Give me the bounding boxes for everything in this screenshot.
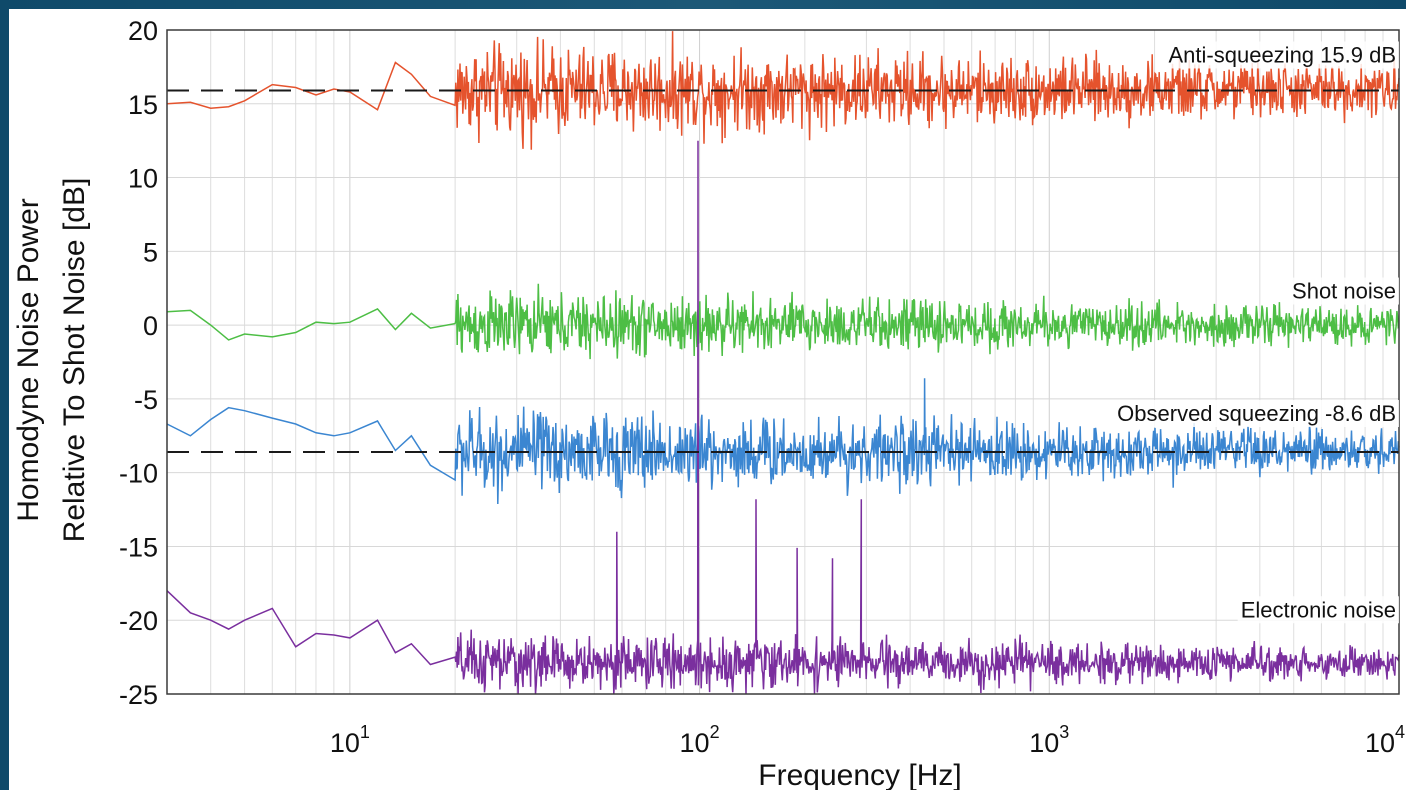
series-line-shot-noise (166, 283, 1400, 360)
reference-lines (167, 89, 1399, 454)
series-line-observed-squeezing (166, 378, 1400, 505)
y-tick-label: 0 (143, 311, 158, 341)
annotation-halo (1289, 277, 1399, 305)
y-tick-label: 20 (128, 16, 158, 46)
y-tick-label: 10 (128, 164, 158, 194)
y-tick-label: 15 (128, 90, 158, 120)
plot-frame (166, 29, 1400, 695)
annotation-halo (1237, 596, 1399, 624)
x-tick-label: 104 (1365, 722, 1405, 758)
x-tick-label: 102 (680, 722, 720, 758)
x-tick-label: 101 (330, 722, 370, 758)
series-annotation: Anti-squeezing 15.9 dB (1169, 42, 1397, 67)
y-axis-title-line-2: Relative To Shot Noise [dB] (58, 178, 91, 543)
y-tick-label: -5 (134, 385, 158, 415)
annotation-halo (1165, 41, 1399, 69)
series-annotation: Shot noise (1292, 279, 1396, 304)
series-line-anti-squeezing (166, 31, 1400, 150)
y-tick-label: -25 (119, 680, 158, 710)
y-tick-label: -15 (119, 532, 158, 562)
y-tick-label: -10 (119, 459, 158, 489)
series-annotation: Observed squeezing -8.6 dB (1117, 401, 1396, 426)
labels: Frequency [Hz] Homodyne Noise Power Rela… (12, 16, 1405, 790)
y-tick-label: -20 (119, 606, 158, 636)
x-tick-label: 103 (1029, 722, 1069, 758)
y-tick-label: 5 (143, 237, 158, 267)
series-line-electronic-noise (166, 140, 1400, 695)
x-axis-title: Frequency [Hz] (758, 759, 961, 790)
y-axis-title-line-1: Homodyne Noise Power (12, 198, 45, 521)
series-annotation: Electronic noise (1241, 597, 1396, 622)
data-series (166, 31, 1400, 695)
annotation-halo (1114, 400, 1399, 428)
